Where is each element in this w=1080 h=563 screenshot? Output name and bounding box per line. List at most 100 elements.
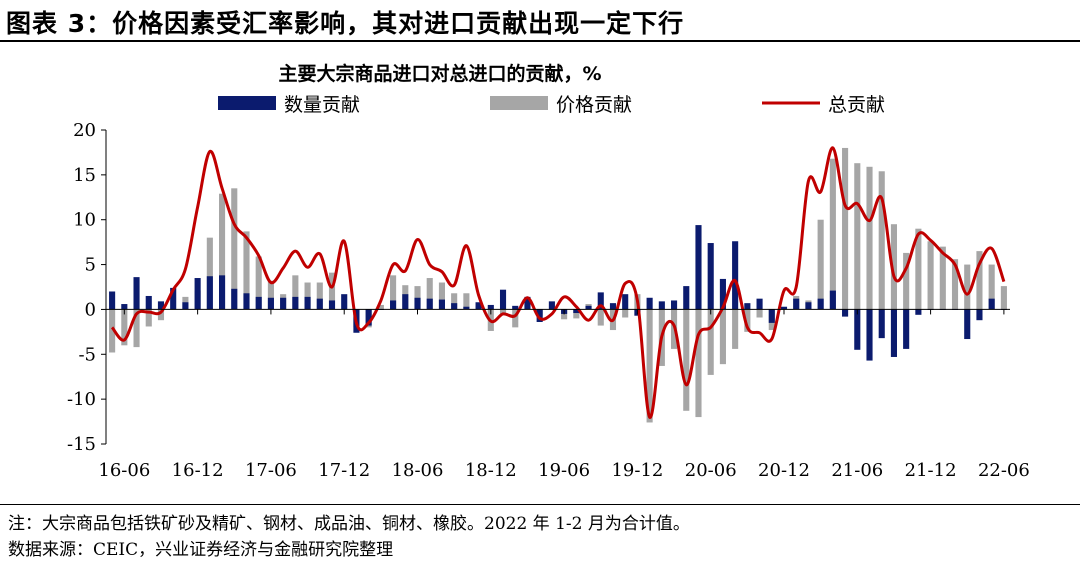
quantity-bar: [170, 287, 177, 310]
quantity-bar: [316, 298, 323, 310]
price-bar: [145, 309, 152, 327]
x-tick-label: 22-06: [978, 460, 1030, 481]
price-bar: [231, 188, 238, 310]
quantity-bar: [292, 296, 299, 310]
x-tick-label: 18-12: [465, 460, 517, 481]
price-bar: [939, 246, 946, 310]
y-tick-label: -5: [78, 344, 96, 365]
legend-label: 价格贡献: [556, 94, 632, 116]
price-bar: [976, 251, 983, 310]
x-tick-label: 20-06: [685, 460, 737, 481]
price-bar: [622, 309, 629, 318]
x-tick-label: 19-06: [538, 460, 590, 481]
quantity-bar: [267, 297, 274, 310]
price-bar: [512, 309, 519, 328]
price-bar: [732, 309, 739, 349]
quantity-bar: [145, 295, 152, 310]
quantity-bar: [243, 293, 250, 310]
price-bar: [683, 309, 690, 411]
price-bar: [988, 264, 995, 310]
price-bar: [1000, 286, 1007, 310]
quantity-bar: [597, 292, 604, 310]
chart-note: 注：大宗商品包括铁矿砂及精矿、钢材、成品油、铜材、橡胶。2022 年 1-2 月…: [8, 514, 690, 534]
x-tick-label: 16-12: [172, 460, 224, 481]
quantity-bar: [328, 300, 336, 310]
price-bar: [951, 259, 959, 310]
price-bar: [267, 280, 274, 310]
legend-swatch: [490, 96, 548, 110]
price-bar: [866, 166, 873, 310]
quantity-bar: [182, 302, 189, 310]
x-tick-label: 16-06: [98, 460, 150, 481]
price-bar: [414, 286, 421, 310]
quantity-bar: [426, 298, 433, 310]
quantity-bar: [157, 301, 165, 310]
quantity-bar: [817, 298, 824, 310]
legend-price: 价格贡献: [490, 94, 632, 116]
contribution-chart: 主要大宗商品进口对总进口的贡献，% 数量贡献 价格贡献 总贡献 20 15 10 5 0 -5…: [67, 62, 1030, 481]
x-tick-label: 17-06: [245, 460, 297, 481]
price-bar: [829, 158, 836, 310]
price-bar: [121, 309, 128, 346]
legend-label: 总贡献: [828, 94, 885, 116]
quantity-bar: [499, 289, 507, 310]
legend-total: 总贡献: [762, 94, 885, 116]
price-bar: [426, 278, 433, 310]
quantity-bar: [414, 297, 421, 310]
quantity-bar: [365, 309, 372, 326]
price-bar: [842, 147, 849, 310]
quantity-bar: [585, 305, 592, 310]
quantity-bar: [732, 241, 739, 310]
price-bar: [744, 309, 751, 332]
y-tick-label: 15: [73, 165, 96, 186]
quantity-bar: [903, 309, 910, 349]
price-bar: [243, 231, 250, 310]
price-bar: [133, 309, 140, 348]
quantity-bar: [231, 288, 238, 310]
x-tick-label: 19-12: [611, 460, 663, 481]
quantity-bar: [683, 286, 690, 310]
title-rule: [0, 40, 1080, 42]
quantity-bar: [866, 309, 873, 361]
quantity-bar: [438, 299, 445, 310]
quantity-bar: [854, 309, 861, 350]
quantity-bar: [719, 278, 726, 310]
price-bar: [927, 241, 934, 310]
price-bar: [377, 304, 384, 310]
quantity-bar: [121, 304, 128, 310]
quantity-bar: [463, 306, 470, 310]
quantity-bar: [988, 298, 995, 310]
price-bar: [646, 309, 653, 423]
y-tick-label: -10: [67, 389, 96, 410]
price-bar: [878, 171, 885, 310]
quantity-bar: [219, 275, 226, 310]
quantity-bar: [622, 294, 629, 310]
price-bar: [109, 309, 116, 353]
quantity-bar: [671, 300, 678, 310]
quantity-bar: [341, 294, 348, 310]
quantity-bar: [744, 303, 751, 310]
chart-legend: 数量贡献 价格贡献 总贡献: [218, 94, 885, 116]
quantity-bar: [194, 278, 201, 310]
quantity-bar: [756, 298, 763, 310]
price-bar: [157, 309, 165, 321]
quantity-bar: [280, 297, 287, 310]
price-bar: [328, 272, 336, 310]
quantity-bar: [878, 309, 885, 339]
quantity-bar: [829, 290, 836, 310]
x-tick-label: 18-06: [392, 460, 444, 481]
quantity-bar: [793, 298, 800, 310]
price-bar: [219, 193, 226, 310]
price-bar: [206, 237, 213, 310]
quantity-bar: [206, 276, 213, 310]
price-bar: [915, 228, 922, 310]
price-bar: [817, 219, 824, 310]
y-tick-label: -15: [67, 434, 96, 455]
footer-rule: [0, 504, 1080, 505]
price-bar: [463, 293, 470, 310]
price-bar: [304, 282, 311, 310]
y-tick-label: 0: [85, 299, 96, 320]
quantity-bar: [964, 309, 971, 340]
quantity-bar: [109, 291, 116, 310]
